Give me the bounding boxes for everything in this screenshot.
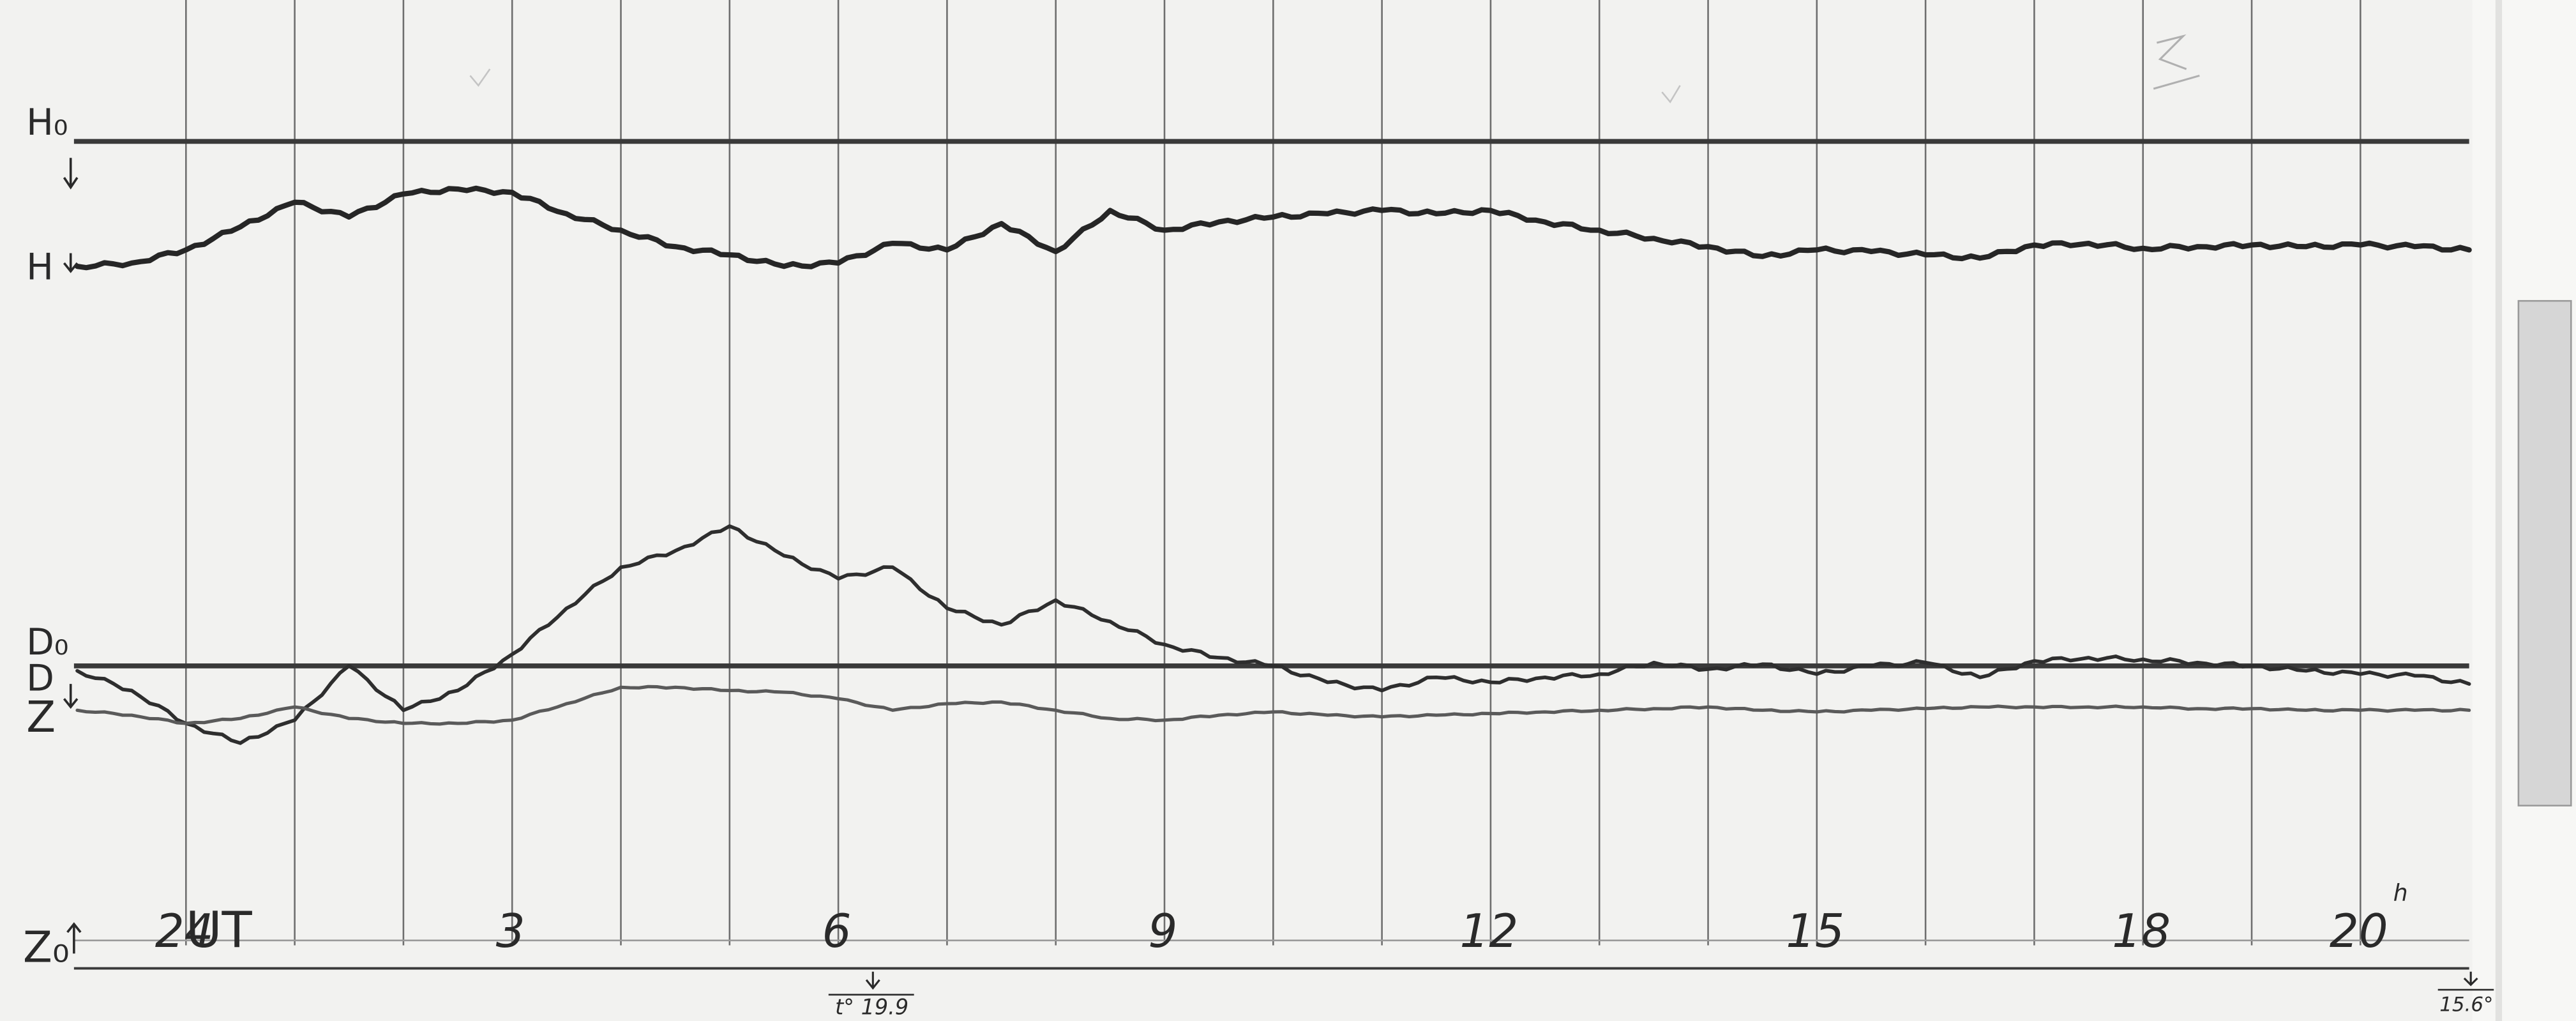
d-baseline-label: D₀ — [26, 621, 68, 663]
h-trace-label: H — [26, 246, 54, 289]
series-z-trace — [75, 684, 2471, 726]
traces — [74, 185, 2472, 745]
temperature-end-label: 15.6° — [2439, 994, 2493, 1017]
z-scale-arrow-icon — [66, 922, 82, 954]
temperature-start-label: t° 19.9 — [835, 995, 908, 1020]
hour-tick-label: 3 — [496, 905, 525, 958]
h-scale-arrow-icon — [63, 158, 79, 190]
pencil-tick-mark-icon — [469, 68, 491, 87]
hour-tick-label: 24 — [155, 905, 214, 958]
ut-axis-label: UT — [186, 902, 253, 959]
temperature-start-arrow-icon — [865, 971, 880, 990]
corner-pencil-mark-icon — [2153, 34, 2200, 90]
hour-gridlines — [185, 0, 2361, 946]
hour-suffix-label: h — [2393, 881, 2408, 907]
hour-tick-label: 15 — [1786, 905, 1844, 958]
hour-tick-label: 6 — [822, 905, 852, 958]
z-trace-label: Z — [26, 692, 56, 742]
series-d-trace — [75, 524, 2471, 745]
paper-edge-fold — [2495, 0, 2503, 1021]
edge-tape-strip — [2517, 299, 2572, 806]
h-trace-arrow-icon — [63, 253, 79, 273]
hour-tick-labels: 24 3 6 9 12 15 18 20h — [155, 881, 2408, 958]
hour-tick-label: 18 — [2112, 905, 2171, 958]
d-trace-label: D — [26, 657, 54, 699]
h-baseline-label: H₀ — [26, 102, 68, 144]
series-h-trace — [74, 185, 2472, 271]
temperature-end-arrow-icon — [2463, 971, 2478, 987]
d-scale-arrow-icon — [63, 684, 79, 709]
z-baseline-label: Z₀ — [23, 922, 70, 972]
hour-tick-label: 20 — [2330, 905, 2388, 958]
hour-tick-label: 9 — [1149, 905, 1178, 958]
pencil-tick-mark-icon — [1661, 85, 1681, 103]
hour-tick-label: 12 — [1459, 905, 1518, 958]
